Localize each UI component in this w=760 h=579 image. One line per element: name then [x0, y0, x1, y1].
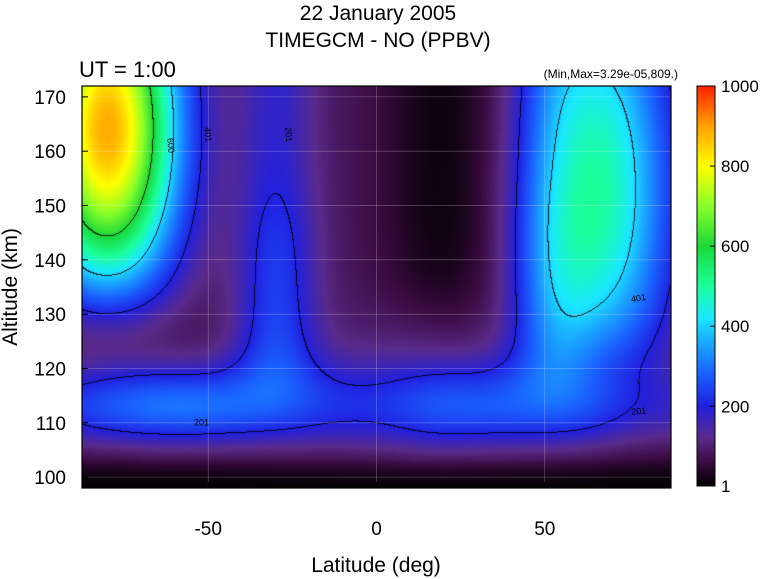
colorbar-tick-label: 800: [721, 157, 749, 176]
chart-title-variable: TIMEGCM - NO (PPBV): [265, 29, 490, 52]
contour-label: 201: [283, 127, 294, 143]
colorbar-tick-label: 1: [721, 477, 730, 496]
y-axis-label: Altitude (km): [0, 228, 22, 346]
x-axis-label: Latitude (deg): [311, 554, 441, 577]
colorbar-tick-label: 200: [721, 397, 749, 416]
universal-time-label: UT = 1:00: [79, 57, 176, 82]
contour-label: 201: [631, 405, 647, 416]
y-tick-label: 140: [34, 251, 66, 272]
colorbar-gradient: [696, 85, 716, 487]
colorbar: 1 200 400 600 800 1000: [696, 77, 759, 496]
gridlines: [82, 86, 671, 488]
x-axis-ticks: -50 0 50: [194, 482, 555, 540]
contour-labels: 600 401 201 401 201 201: [165, 127, 647, 428]
x-tick-label: -50: [194, 519, 221, 540]
no-concentration-field: [82, 86, 671, 488]
x-tick-label: 50: [534, 519, 555, 540]
plot-area: [82, 86, 671, 488]
colorbar-tick-label: 1000: [721, 77, 759, 96]
y-tick-label: 160: [34, 142, 66, 163]
contour-label: 201: [194, 418, 209, 428]
contour-label: 600: [165, 138, 176, 154]
x-tick-label: 0: [371, 519, 382, 540]
min-max-label: (Min,Max=3.29e-05,809.): [544, 67, 678, 81]
y-tick-label: 110: [36, 414, 66, 435]
chart-title-date: 22 January 2005: [300, 2, 456, 25]
contour-label: 401: [202, 127, 213, 143]
y-axis-ticks: 100 110 120 130 140 150 160 170: [34, 88, 88, 489]
contour-label: 401: [630, 292, 647, 304]
y-tick-label: 150: [34, 197, 66, 218]
colorbar-tick-label: 600: [721, 237, 749, 256]
y-tick-label: 170: [34, 88, 66, 109]
colorbar-ticks: 1 200 400 600 800 1000: [710, 77, 759, 496]
y-tick-label: 100: [34, 468, 66, 489]
colorbar-tick-label: 400: [721, 317, 749, 336]
y-tick-label: 120: [34, 359, 66, 380]
y-tick-label: 130: [34, 305, 66, 326]
